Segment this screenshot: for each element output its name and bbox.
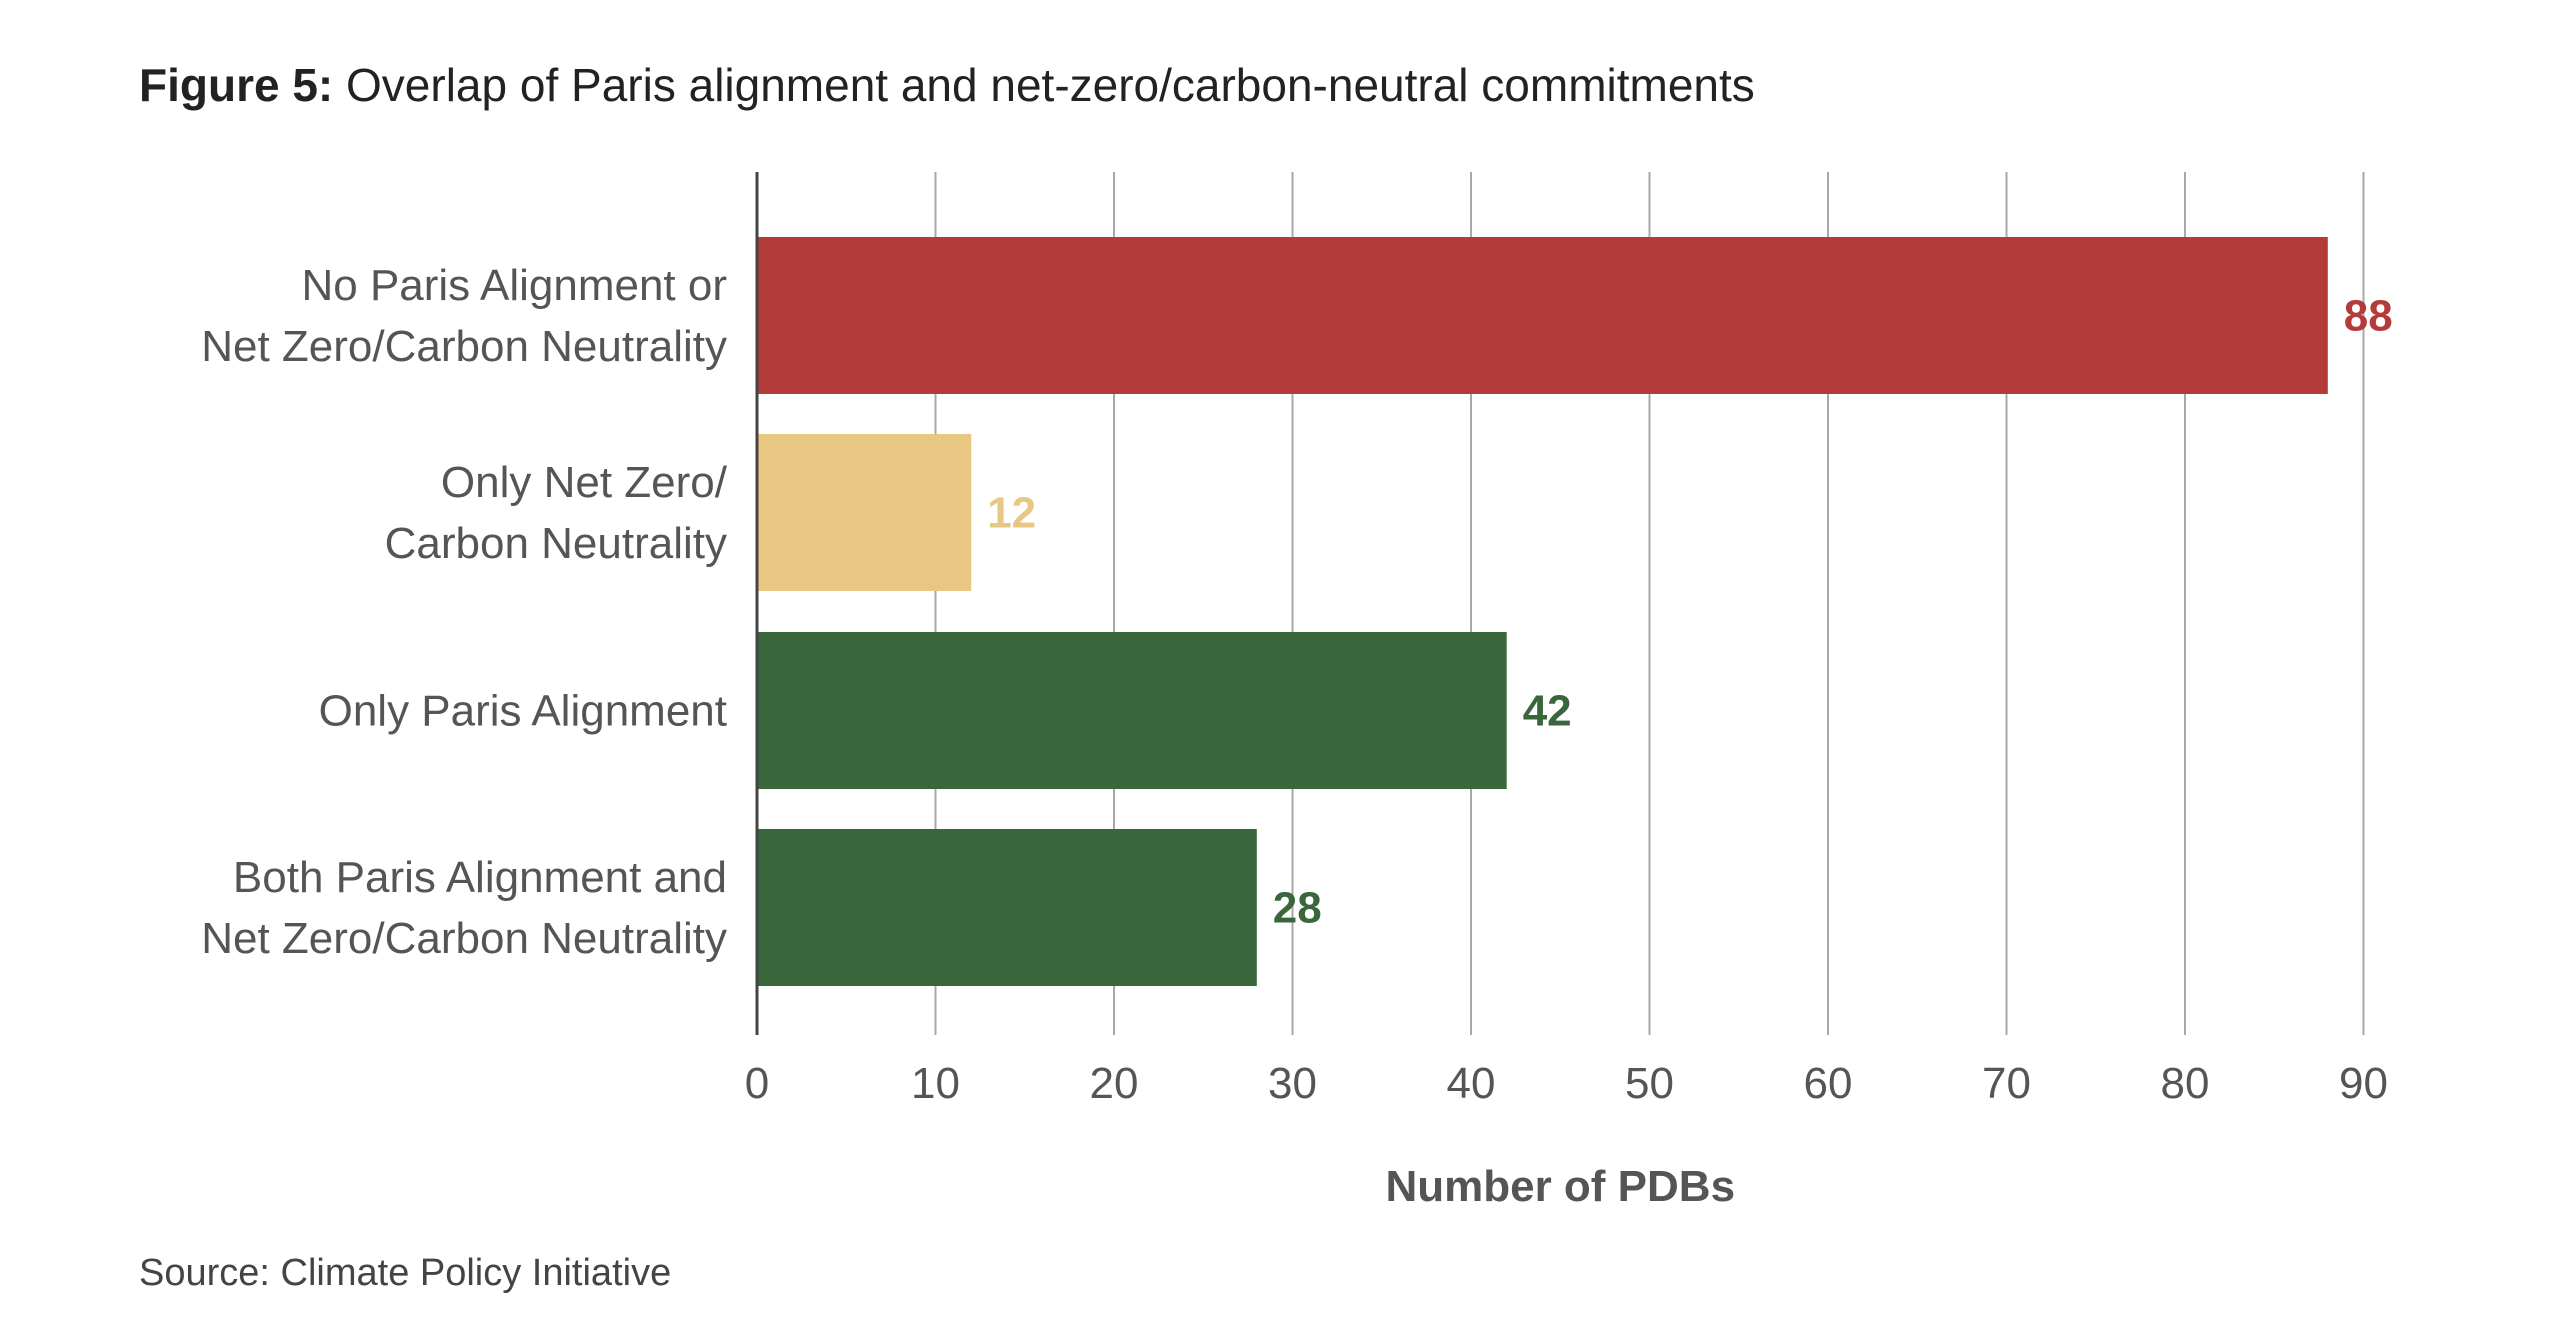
category-label: Net Zero/Carbon Neutrality bbox=[201, 322, 727, 371]
source-note: Source: Climate Policy Initiative bbox=[139, 1252, 672, 1294]
figure-title-text: Overlap of Paris alignment and net-zero/… bbox=[346, 59, 1755, 111]
x-tick-label: 10 bbox=[911, 1059, 960, 1108]
x-tick-label: 40 bbox=[1447, 1059, 1496, 1108]
x-tick-label: 70 bbox=[1982, 1059, 2031, 1108]
x-tick-label: 90 bbox=[2339, 1059, 2388, 1108]
bar-chart: 88 12 42 28 No Paris Alignment or Net Zero/Ca… bbox=[201, 172, 2393, 1211]
data-label: 12 bbox=[987, 489, 1036, 538]
bar bbox=[757, 632, 1507, 789]
data-label: 28 bbox=[1273, 884, 1322, 933]
bar bbox=[757, 829, 1257, 986]
category-label: Only Paris Alignment bbox=[319, 687, 727, 736]
x-tick-label: 60 bbox=[1804, 1059, 1853, 1108]
data-label: 88 bbox=[2344, 292, 2393, 341]
x-tick-label: 50 bbox=[1625, 1059, 1674, 1108]
bar bbox=[757, 434, 972, 591]
category-label: Only Net Zero/ bbox=[441, 458, 728, 507]
bar bbox=[757, 237, 2328, 394]
x-tick-label: 0 bbox=[745, 1059, 769, 1108]
data-label: 42 bbox=[1523, 687, 1572, 736]
category-label: Carbon Neutrality bbox=[385, 519, 727, 568]
category-label: Both Paris Alignment and bbox=[233, 853, 727, 902]
figure-label: Figure 5: bbox=[139, 59, 334, 111]
category-label: No Paris Alignment or bbox=[301, 261, 727, 310]
x-tick-label: 20 bbox=[1090, 1059, 1139, 1108]
x-tick-label: 30 bbox=[1268, 1059, 1317, 1108]
x-tick-label: 80 bbox=[2161, 1059, 2210, 1108]
x-axis-label: Number of PDBs bbox=[1385, 1162, 1735, 1211]
category-label: Net Zero/Carbon Neutrality bbox=[201, 914, 727, 963]
figure-title: Figure 5: Overlap of Paris alignment and… bbox=[139, 58, 1755, 112]
